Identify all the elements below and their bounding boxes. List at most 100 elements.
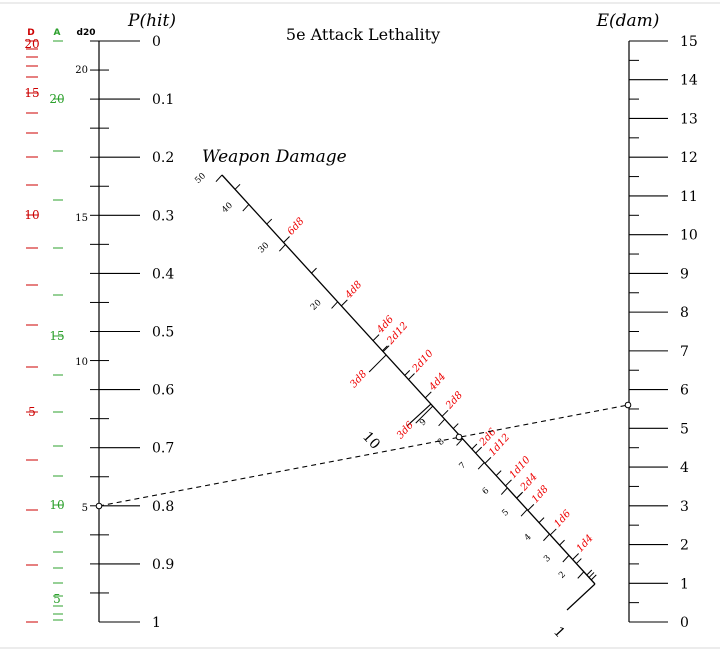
weapon-tick bbox=[500, 487, 508, 495]
weapon-minor-tick bbox=[559, 539, 565, 546]
phit-tick-label: 0 bbox=[152, 34, 161, 50]
weapon-tick bbox=[577, 571, 585, 579]
edam-tick-label: 1 bbox=[680, 576, 689, 592]
dice-label: 3d8 bbox=[348, 369, 369, 391]
dice-tick bbox=[484, 456, 492, 464]
weapon-damage-scale: Weapon Damage 50 40 30 20 10 98 7 65 432 1 6d8 4d8 4… bbox=[193, 147, 597, 641]
weapon-minor-tick bbox=[404, 370, 411, 376]
weapon-axis-label: Weapon Damage bbox=[202, 147, 347, 167]
weapon-tick-label: 3 bbox=[542, 553, 553, 564]
weapon-tick bbox=[331, 301, 338, 309]
d-column: 20 15 10 5 bbox=[24, 37, 40, 623]
phit-tick-label: 0.9 bbox=[152, 557, 174, 573]
weapon-minor-tick bbox=[471, 443, 478, 450]
chart-title: 5e Attack Lethality bbox=[286, 25, 440, 44]
d-column-header: D bbox=[27, 28, 34, 38]
phit-tick-label: 0.5 bbox=[152, 325, 174, 341]
dice-label: 4d4 bbox=[427, 371, 449, 393]
dice-tick bbox=[424, 391, 432, 399]
dice-tick bbox=[527, 504, 535, 511]
dice-tick bbox=[382, 345, 390, 353]
edam-tick-label: 8 bbox=[680, 305, 689, 321]
phit-tick-label: 0.2 bbox=[152, 150, 174, 166]
edam-tick-label: 3 bbox=[680, 499, 689, 515]
edam-tick-label: 0 bbox=[680, 615, 689, 631]
dice-label: 1d6 bbox=[552, 508, 573, 530]
edam-tick-label: 13 bbox=[680, 111, 698, 127]
weapon-minor-tick bbox=[588, 572, 595, 578]
weapon-tick-label: 40 bbox=[220, 201, 235, 216]
a-tick-label: 20 bbox=[49, 92, 64, 106]
d-tick-label: 20 bbox=[24, 37, 39, 51]
weapon-minor-tick bbox=[382, 345, 388, 352]
edam-tick-label: 7 bbox=[680, 344, 689, 360]
dice-tick bbox=[516, 491, 524, 499]
weapon-tick bbox=[566, 583, 596, 611]
weapon-tick-label: 10 bbox=[359, 429, 383, 453]
a-column: 20 15 10 5 bbox=[49, 40, 65, 621]
weapon-tick-label: 6 bbox=[481, 486, 492, 497]
weapon-minor-tick bbox=[538, 517, 545, 524]
edam-tick-label: 2 bbox=[680, 538, 689, 554]
weapon-tick-label: 4 bbox=[523, 532, 534, 543]
weapon-tick bbox=[456, 438, 463, 446]
dice-label: 1d4 bbox=[575, 533, 596, 555]
d-tick-label: 5 bbox=[28, 405, 36, 419]
weapon-tick bbox=[242, 204, 250, 212]
edam-tick-label: 15 bbox=[680, 34, 698, 50]
edam-tick-label: 14 bbox=[680, 73, 698, 89]
dice-tick bbox=[408, 373, 415, 380]
dice-tick bbox=[415, 405, 434, 424]
dice-label: 1d8 bbox=[530, 484, 551, 506]
column-headers: D A d20 bbox=[27, 28, 95, 38]
weapon-minor-tick bbox=[234, 183, 241, 190]
dice-label: 3d6 bbox=[395, 419, 416, 441]
d20-tick-label: 5 bbox=[82, 503, 88, 514]
weapon-minor-tick bbox=[266, 218, 273, 225]
a-column-header: A bbox=[54, 28, 61, 38]
dice-tick bbox=[549, 528, 557, 536]
phit-tick-label: 0.3 bbox=[152, 208, 174, 224]
edam-tick-label: 5 bbox=[680, 421, 689, 437]
weapon-tick-label: 50 bbox=[193, 171, 208, 186]
weapon-tick-label: 20 bbox=[309, 298, 324, 313]
dice-tick bbox=[372, 334, 380, 341]
phit-tick-label: 1 bbox=[152, 615, 161, 631]
weapon-tick bbox=[543, 533, 550, 542]
weapon-tick-label: 1 bbox=[550, 624, 568, 641]
dice-tick bbox=[475, 446, 482, 454]
a-tick-label: 5 bbox=[53, 592, 61, 606]
dice-tick bbox=[368, 354, 387, 373]
weapon-tick bbox=[477, 462, 485, 470]
phit-tick-label: 0.7 bbox=[152, 441, 174, 457]
weapon-tick-label: 9 bbox=[418, 417, 429, 428]
example-isopleth bbox=[95, 401, 632, 510]
weapon-minor-tick bbox=[590, 574, 597, 581]
phit-tick-label: 0.6 bbox=[152, 383, 174, 399]
phit-tick-label: 0.4 bbox=[152, 266, 174, 282]
weapon-tick-label: 30 bbox=[257, 241, 272, 256]
dice-tick bbox=[505, 479, 512, 487]
dice-label: 6d8 bbox=[286, 216, 307, 238]
dice-label: 2d10 bbox=[410, 348, 436, 376]
weapon-tick bbox=[438, 418, 446, 427]
dice-label: 4d8 bbox=[343, 279, 365, 301]
dice-tick bbox=[441, 409, 449, 417]
edam-tick-label: 12 bbox=[680, 150, 698, 166]
weapon-tick-label: 2 bbox=[557, 570, 568, 581]
weapon-tick-label: 8 bbox=[436, 437, 447, 448]
weapon-tick-label: 7 bbox=[457, 461, 468, 472]
weapon-minor-tick bbox=[311, 267, 317, 274]
weapon-marker bbox=[455, 433, 463, 441]
phit-tick-label: 0.8 bbox=[152, 499, 174, 515]
weapon-tick bbox=[406, 403, 432, 427]
dice-tick bbox=[283, 236, 290, 243]
dice-tick bbox=[341, 299, 348, 307]
edam-tick-label: 10 bbox=[680, 228, 698, 244]
d20-column-header: d20 bbox=[77, 28, 96, 38]
edam-marker bbox=[624, 401, 632, 409]
d20-tick-label: 10 bbox=[75, 357, 88, 368]
d20-tick-label: 15 bbox=[75, 213, 88, 224]
